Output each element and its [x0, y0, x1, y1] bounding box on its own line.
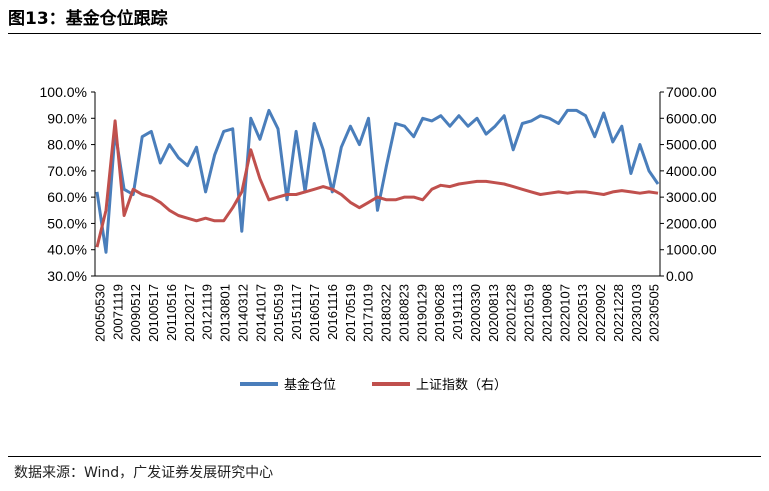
x-tick-label: 20130801 — [218, 284, 233, 342]
y-right-tick-label: 5000.00 — [666, 137, 717, 153]
y-right-tick-label: 3000.00 — [666, 189, 717, 205]
x-tick-label: 20090512 — [128, 284, 143, 342]
x-tick-label: 20201228 — [504, 284, 519, 342]
x-tick-label: 20161116 — [325, 284, 340, 340]
y-right-tick-label: 4000.00 — [666, 163, 717, 179]
x-tick-label: 20200813 — [486, 284, 501, 342]
x-tick-label: 20120217 — [182, 284, 197, 342]
x-tick-label: 20191113 — [450, 284, 465, 340]
source-note: 数据来源：Wind，广发证券发展研究中心 — [14, 465, 274, 481]
x-tick-label: 20221228 — [611, 284, 626, 342]
x-tick-label: 20220513 — [575, 284, 590, 342]
x-tick-label: 20190628 — [432, 284, 447, 342]
y-right-tick-label: 0.00 — [666, 268, 693, 284]
x-tick-label: 20141017 — [253, 284, 268, 342]
y-left-tick-label: 30.0% — [47, 268, 87, 284]
y-left-tick-label: 70.0% — [47, 163, 87, 179]
x-tick-label: 20180322 — [379, 284, 394, 342]
x-tick-label: 20050530 — [92, 284, 107, 342]
x-tick-label: 20110516 — [164, 284, 179, 341]
x-tick-label: 20230505 — [647, 284, 662, 342]
x-tick-label: 20151117 — [289, 284, 304, 340]
y-left-tick-label: 100.0% — [40, 84, 87, 100]
legend-label-fund-position: 基金仓位 — [284, 377, 336, 393]
y-left-tick-label: 90.0% — [47, 110, 87, 126]
x-tick-label: 20150519 — [271, 284, 286, 342]
x-tick-label: 20200330 — [468, 284, 483, 342]
legend-label-sse-index: 上证指数（右） — [416, 378, 507, 393]
y-right-tick-label: 6000.00 — [666, 110, 717, 126]
y-right-tick-label: 2000.00 — [666, 215, 717, 231]
sse-index-line — [95, 119, 659, 248]
y-left-tick-label: 50.0% — [47, 215, 87, 231]
x-tick-label: 20171019 — [361, 284, 376, 342]
y-right-tick-label: 7000.00 — [666, 84, 717, 100]
x-tick-label: 20121119 — [200, 284, 215, 340]
x-tick-label: 20140312 — [235, 284, 250, 342]
y-left-tick-label: 60.0% — [47, 189, 87, 205]
x-tick-label: 20230103 — [629, 284, 644, 342]
bottom-rule — [8, 456, 761, 457]
y-right-tick-label: 1000.00 — [666, 242, 717, 258]
x-tick-label: 20210519 — [522, 284, 537, 342]
x-tick-label: 20190129 — [414, 284, 429, 342]
y-left-tick-label: 40.0% — [47, 242, 87, 258]
top-rule — [8, 33, 761, 34]
x-tick-label: 20220107 — [557, 284, 572, 342]
x-tick-label: 20071119 — [110, 284, 125, 340]
y-left-tick-label: 80.0% — [47, 137, 87, 153]
fund-position-chart: 100.0% 90.0% 80.0% 70.0% 60.0% 50.0% 40.0% 30.0… — [40, 84, 717, 393]
fund-position-line — [95, 108, 660, 254]
x-tick-label: 20160517 — [307, 284, 322, 342]
x-tick-label: 20220902 — [593, 284, 608, 342]
x-tick-label: 20170519 — [343, 284, 358, 342]
x-tick-label: 20180823 — [396, 284, 411, 342]
figure-title: 图13：基金仓位跟踪 — [8, 9, 168, 29]
x-tick-label: 20100517 — [146, 284, 161, 342]
x-tick-label: 20210908 — [539, 284, 554, 342]
